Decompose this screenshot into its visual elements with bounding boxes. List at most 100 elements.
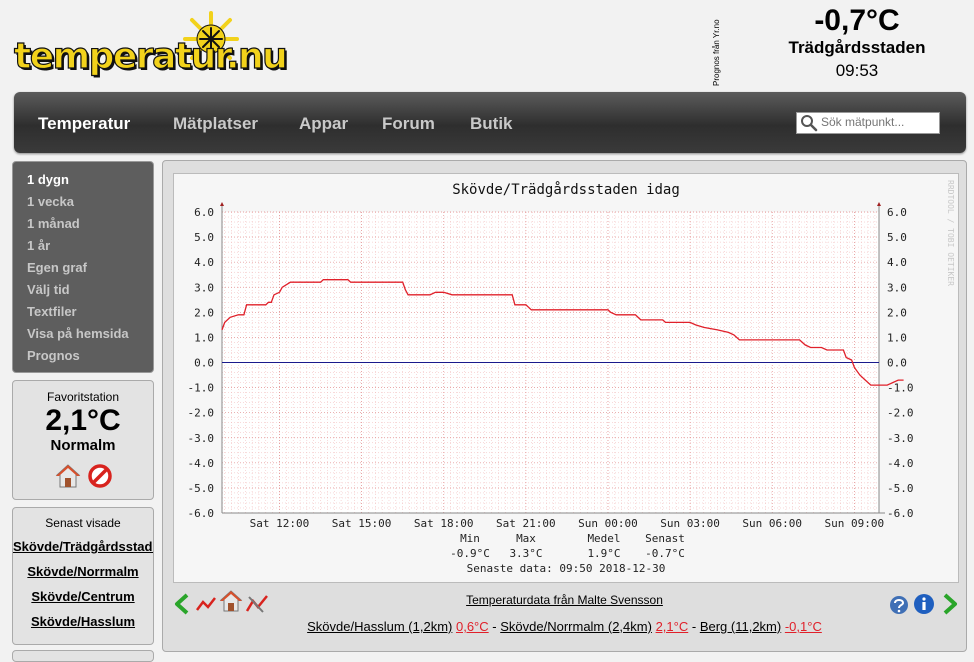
favorite-label: Favoritstation: [46, 390, 120, 404]
current-temperature: -0,7°C: [814, 4, 900, 37]
favorite-temperature: 2,1°C: [45, 404, 121, 437]
y-tick-label-left: -6.0: [188, 507, 215, 520]
x-tick-label: Sun 09:00: [825, 517, 885, 530]
recent-link-tradgardsstaden[interactable]: Skövde/Trädgårdsstaden: [13, 539, 154, 554]
site-logo[interactable]: temperatur.nu: [12, 10, 288, 90]
recent-link-norrmalm[interactable]: Skövde/Norrmalm: [27, 564, 139, 579]
y-tick-label-right: -5.0: [887, 482, 914, 495]
menu-egen-graf[interactable]: Egen graf: [27, 260, 87, 275]
main-nav: Temperatur Mätplatser Appar Forum Butik: [14, 92, 966, 153]
home-graph-icon[interactable]: [219, 589, 243, 613]
info-icon[interactable]: [913, 593, 935, 615]
nav-butik[interactable]: Butik: [470, 114, 513, 133]
y-tick-label-right: 2.0: [887, 306, 907, 319]
help-icon[interactable]: [889, 595, 909, 615]
data-credit-link[interactable]: Temperaturdata från Malte Svensson: [466, 593, 663, 607]
stats-value: -0.9°C: [450, 547, 490, 560]
favorite-station: Favoritstation 2,1°C Normalm: [12, 380, 154, 500]
y-tick-label-right: 6.0: [887, 206, 907, 219]
y-tick-label-right: -3.0: [887, 432, 914, 445]
favorite-name[interactable]: Normalm: [50, 437, 116, 454]
x-tick-label: Sun 00:00: [578, 517, 638, 530]
recent-link-centrum[interactable]: Skövde/Centrum: [31, 589, 135, 604]
nav-appar[interactable]: Appar: [299, 114, 349, 133]
y-tick-label-right: 4.0: [887, 256, 907, 269]
stats-header: Senast: [645, 532, 685, 545]
nav-matplatser[interactable]: Mätplatser: [173, 114, 259, 133]
nearby-station-temp: 2,1°C: [655, 619, 689, 634]
y-tick-label-right: -2.0: [887, 407, 914, 420]
period-menu: 1 dygn 1 vecka 1 månad 1 år Egen graf Vä…: [12, 161, 154, 373]
stats-value: -0.7°C: [645, 547, 685, 560]
y-tick-label-left: 6.0: [194, 206, 214, 219]
menu-prognos[interactable]: Prognos: [27, 348, 80, 363]
menu-1-dygn[interactable]: 1 dygn: [27, 172, 69, 187]
temperature-graph: 6.0 6.0 5.0 5.0 4.0 4.0 3.0 3.0 2.0 2.0 1.0 1.0 0.0 0…: [173, 173, 959, 583]
search-icon: [801, 115, 818, 132]
favorite-icons: [55, 463, 115, 489]
nearby-station-name[interactable]: Berg (11,2km): [699, 619, 782, 634]
y-tick-label-left: 5.0: [194, 231, 214, 244]
forecast-credit[interactable]: Prognos från Yr.no: [712, 19, 721, 86]
current-station: Trädgårdsstaden: [788, 38, 926, 57]
current-time: 09:53: [835, 61, 879, 80]
x-tick-label: Sun 06:00: [742, 517, 802, 530]
x-tick-label: Sun 03:00: [660, 517, 720, 530]
y-tick-label-right: 1.0: [887, 331, 907, 344]
chart-title: Skövde/Trädgårdsstaden idag: [452, 181, 680, 198]
graph-footer: Temperaturdata från Malte Svensson Skövd…: [163, 585, 966, 651]
y-tick-label-left: 3.0: [194, 281, 214, 294]
nearby-station-name[interactable]: Skövde/Norrmalm (2,4km): [500, 619, 652, 634]
nav-forum[interactable]: Forum: [382, 114, 435, 133]
stats-latest: Senaste data: 09:50 2018-12-30: [467, 562, 666, 575]
search-box: [796, 112, 940, 134]
menu-1-ar[interactable]: 1 år: [27, 238, 51, 253]
snow-sun-icon: [183, 11, 239, 67]
stats-header: Medel: [587, 532, 620, 545]
y-tick-label-left: 4.0: [194, 256, 214, 269]
y-tick-label-right: 5.0: [887, 231, 907, 244]
current-conditions: -0,7°C Trädgårdsstaden 09:53: [752, 4, 962, 84]
nearby-station-name[interactable]: Skövde/Hasslum (1,2km): [307, 619, 453, 634]
stats-header: Min: [460, 532, 480, 545]
nav-temperatur[interactable]: Temperatur: [38, 114, 131, 133]
x-tick-label: Sat 12:00: [250, 517, 310, 530]
previous-arrow-icon[interactable]: [171, 593, 193, 615]
menu-1-vecka[interactable]: 1 vecka: [27, 194, 74, 209]
graph-trend-icon[interactable]: [195, 593, 217, 615]
y-tick-label-left: 2.0: [194, 306, 214, 319]
next-arrow-icon[interactable]: [939, 593, 961, 615]
separator: -: [691, 619, 700, 634]
nearby-station-temp: 0,6°C: [455, 619, 489, 634]
menu-textfiler[interactable]: Textfiler: [27, 304, 77, 319]
y-tick-label-right: -1.0: [887, 382, 914, 395]
y-tick-label-right: -6.0: [887, 507, 914, 520]
remove-favorite-icon[interactable]: [87, 463, 113, 489]
menu-valj-tid[interactable]: Välj tid: [27, 282, 70, 297]
x-tick-label: Sat 18:00: [414, 517, 474, 530]
y-tick-label-left: 1.0: [194, 331, 214, 344]
home-icon[interactable]: [55, 463, 81, 489]
y-tick-label-left: -2.0: [188, 407, 215, 420]
recent-link-hasslum[interactable]: Skövde/Hasslum: [30, 614, 136, 629]
search-input[interactable]: [821, 114, 933, 130]
recent-label: Senast visade: [45, 516, 121, 530]
recently-viewed: Senast visade Skövde/Trädgårdsstaden Skö…: [12, 507, 154, 645]
graph-compare-icon[interactable]: [245, 593, 269, 615]
x-tick-label: Sat 15:00: [332, 517, 392, 530]
sidebar-box-partial: [12, 650, 154, 662]
y-tick-label-right: 3.0: [887, 281, 907, 294]
main-panel: 6.0 6.0 5.0 5.0 4.0 4.0 3.0 3.0 2.0 2.0 1.0 1.0 0.0 0…: [162, 160, 967, 652]
stats-header: Max: [516, 532, 536, 545]
menu-visa-pa-hemsida[interactable]: Visa på hemsida: [27, 326, 129, 341]
chart-side-label: RRDTOOL / TOBI OETIKER: [946, 180, 955, 286]
menu-1-manad[interactable]: 1 månad: [27, 216, 80, 231]
separator: -: [492, 619, 501, 634]
temperature-chart: 6.0 6.0 5.0 5.0 4.0 4.0 3.0 3.0 2.0 2.0 1.0 1.0 0.0 0…: [188, 180, 956, 575]
y-axis-arrow: [877, 202, 881, 206]
nearby-station-temp: -0,1°C: [784, 619, 822, 634]
y-tick-label-left: 0.0: [194, 357, 214, 370]
y-tick-label-right: -4.0: [887, 457, 914, 470]
stats-value: 1.9°C: [587, 547, 620, 560]
logo-text: temperatur.nu: [13, 35, 288, 77]
